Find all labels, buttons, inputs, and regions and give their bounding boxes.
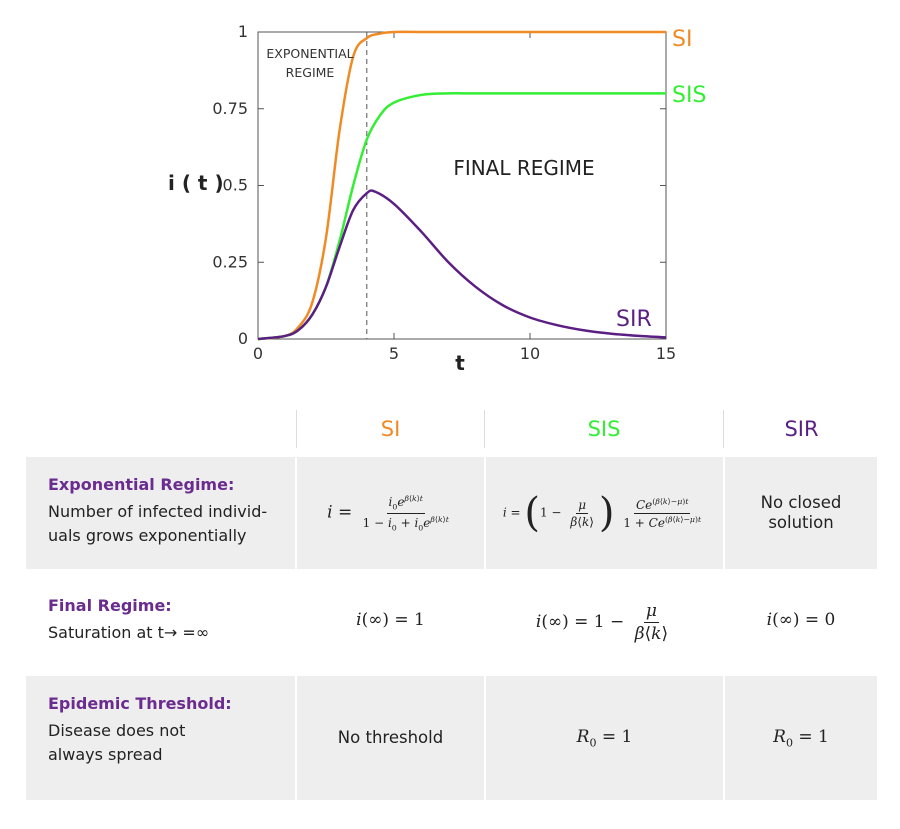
row-label-exponential: Exponential Regime: Number of infected i… bbox=[26, 457, 295, 569]
exponential-regime-label: EXPONENTIAL bbox=[266, 46, 353, 61]
header-divider bbox=[484, 410, 485, 448]
column-header-si: SI bbox=[380, 417, 401, 441]
exponential-regime-label: REGIME bbox=[286, 65, 335, 80]
column-header-sis: SIS bbox=[587, 417, 621, 441]
si-threshold-text: No threshold bbox=[337, 728, 444, 747]
y-tick-label: 0.25 bbox=[212, 252, 248, 271]
header-divider bbox=[723, 410, 724, 448]
row-description: Saturation at t→ =∞ bbox=[48, 623, 210, 642]
chart-labels: SI SIS SIR i ( t ) t EXPONENTIAL REGIME FINAL R… bbox=[168, 27, 706, 375]
sir-exponential-text: No closed solution bbox=[760, 493, 842, 532]
cell-sis-final: i(∞) = 1 − μ β⟨k⟩ bbox=[486, 594, 723, 650]
si-final-formula: i(∞) = 1 bbox=[356, 610, 425, 630]
cell-sir-final: i(∞) = 0 bbox=[725, 600, 877, 640]
x-tick-label: 5 bbox=[389, 344, 399, 363]
y-tick-label: 0.75 bbox=[212, 99, 248, 118]
row-title: Epidemic Threshold: bbox=[48, 694, 232, 713]
series-label-sir: SIR bbox=[616, 307, 652, 332]
chart-series bbox=[257, 30, 667, 341]
epidemic-curves-chart: 0 5 10 15 0 0.25 0.5 0.75 1 SI SIS SIR i ( t ) t EXPO… bbox=[168, 22, 706, 375]
row-title: Final Regime: bbox=[48, 596, 172, 615]
row-label-final: Final Regime: Saturation at t→ =∞ bbox=[26, 578, 295, 666]
row-label-threshold: Epidemic Threshold: Disease does not alw… bbox=[26, 676, 295, 800]
y-tick-label: 1 bbox=[238, 22, 248, 41]
cell-si-exponential: i = i0eβ⟨k⟩t 1 − i0 + i0eβ⟨k⟩t bbox=[297, 457, 484, 569]
series-label-sis: SIS bbox=[672, 83, 706, 108]
cell-si-threshold: No threshold bbox=[297, 676, 484, 800]
cell-sir-threshold: R0 = 1 bbox=[725, 676, 877, 800]
final-regime-label: FINAL REGIME bbox=[453, 156, 594, 180]
sis-threshold-formula: R0 = 1 bbox=[576, 726, 633, 750]
si-exponential-formula: i = i0eβ⟨k⟩t 1 − i0 + i0eβ⟨k⟩t bbox=[327, 494, 449, 532]
y-tick-label: 0 bbox=[238, 329, 248, 348]
y-axis-label: i ( t ) bbox=[168, 171, 224, 195]
sis-exponential-formula: i = (1 − μ β⟨k⟩) Ce(β⟨k⟩−μ)t 1 + Ce(β⟨k⟩−… bbox=[502, 490, 702, 536]
header-divider bbox=[296, 410, 297, 448]
cell-sir-exponential: No closed solution bbox=[725, 457, 877, 569]
sir-final-formula: i(∞) = 0 bbox=[766, 610, 836, 630]
row-title: Exponential Regime: bbox=[48, 475, 235, 494]
x-tick-label: 15 bbox=[656, 344, 676, 363]
chart-ticks: 0 5 10 15 0 0.25 0.5 0.75 1 bbox=[212, 22, 676, 363]
x-tick-label: 10 bbox=[520, 344, 540, 363]
x-axis-label: t bbox=[455, 351, 465, 375]
y-tick-label: 0.5 bbox=[223, 176, 248, 195]
x-tick-label: 0 bbox=[253, 344, 263, 363]
series-line-sir bbox=[257, 189, 667, 341]
series-label-si: SI bbox=[672, 27, 692, 52]
sis-final-formula: i(∞) = 1 − μ β⟨k⟩ bbox=[535, 600, 669, 644]
row-description: Number of infected individ-uals grows ex… bbox=[48, 502, 268, 545]
series-line-si bbox=[257, 30, 666, 341]
row-description: Disease does not always spread bbox=[48, 721, 186, 764]
cell-sis-threshold: R0 = 1 bbox=[486, 676, 723, 800]
sir-threshold-formula: R0 = 1 bbox=[773, 726, 829, 750]
cell-sis-exponential: i = (1 − μ β⟨k⟩) Ce(β⟨k⟩−μ)t 1 + Ce(β⟨k⟩−… bbox=[486, 457, 723, 569]
column-header-sir: SIR bbox=[784, 417, 819, 441]
cell-si-final: i(∞) = 1 bbox=[297, 600, 484, 640]
